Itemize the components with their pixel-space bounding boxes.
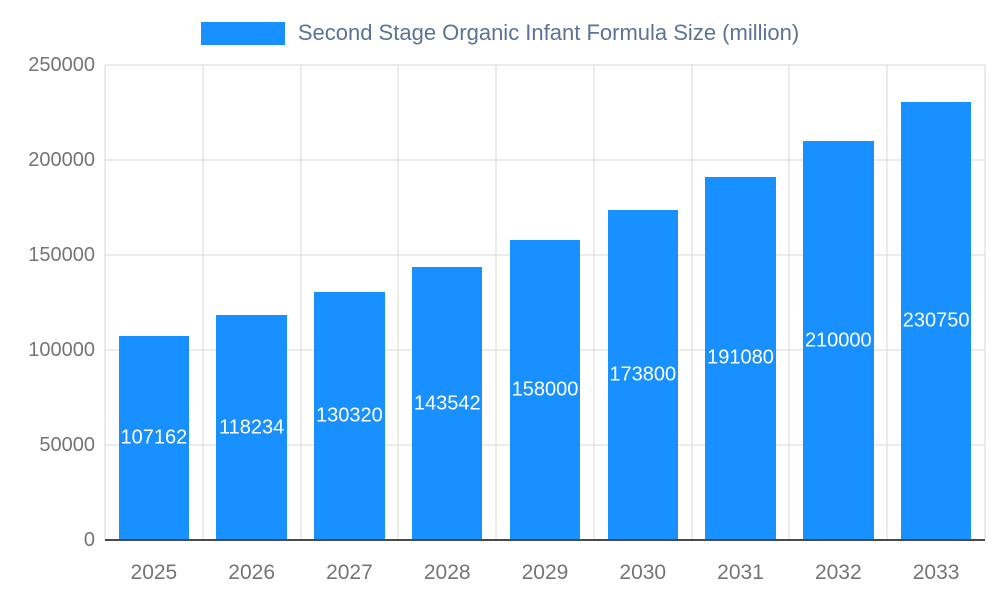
bar-2033: 230750 (900, 101, 972, 540)
h-gridline (105, 64, 985, 66)
bar-value-label: 210000 (804, 329, 872, 351)
bar-value-label: 130320 (316, 404, 383, 427)
y-tick-label: 250000 (28, 54, 95, 76)
bar-value-label: 158000 (511, 378, 579, 401)
y-axis: 0 50000 100000 150000 200000 250000 (0, 55, 95, 550)
bar-slot-2033: 230750 (887, 65, 985, 540)
plot-area: 107162 118234 130320 143542 158000 173800 1910… (104, 64, 986, 541)
x-axis: 2025 2026 2027 2028 2029 2030 2031 2032 2033 (105, 560, 985, 592)
bar-value-label: 118234 (219, 416, 285, 439)
bar-2031: 191080 (705, 176, 776, 540)
bar-value-label: 230750 (902, 309, 970, 332)
bar-2028: 143542 (412, 267, 483, 540)
bar-slot-2026: 118234 (203, 65, 301, 540)
x-tick-label: 2030 (619, 561, 667, 584)
v-gridline (691, 65, 693, 540)
bar-2029: 158000 (509, 239, 581, 540)
v-gridline (984, 65, 986, 540)
chart-title: Second Stage Organic Infant Formula Size… (297, 20, 800, 45)
chart-legend: Second Stage Organic Infant Formula Size… (0, 20, 1000, 46)
x-tick-label: 2025 (130, 561, 178, 584)
bar-slot-2030: 173800 (594, 65, 692, 540)
bar-2026: 118234 (216, 315, 287, 540)
bar-slot-2031: 191080 (692, 65, 790, 540)
y-tick-label: 100000 (28, 339, 95, 361)
v-gridline (397, 65, 399, 540)
x-axis-baseline (105, 539, 985, 541)
x-tick-label: 2027 (326, 561, 373, 584)
bar-slot-2025: 107162 (105, 65, 203, 540)
y-tick-label: 0 (83, 529, 95, 551)
y-tick-label: 50000 (39, 434, 95, 456)
h-gridline (105, 159, 985, 161)
bar-value-label: 173800 (609, 363, 677, 386)
v-gridline (300, 65, 302, 540)
v-gridline (495, 65, 497, 540)
bar-2027: 130320 (314, 292, 385, 540)
v-gridline (788, 65, 790, 540)
bar-slot-2028: 143542 (398, 65, 496, 540)
bar-2025: 107162 (118, 336, 190, 540)
bar-slot-2029: 158000 (496, 65, 594, 540)
bar-value-label: 191080 (707, 346, 774, 369)
bar-value-label: 143542 (413, 392, 481, 415)
bar-2030: 173800 (607, 209, 678, 540)
bar-slot-2032: 210000 (789, 65, 887, 540)
x-tick-label: 2026 (228, 561, 275, 584)
x-tick-label: 2029 (521, 561, 569, 584)
y-tick-label: 200000 (28, 149, 95, 171)
bar-value-label: 107162 (120, 426, 188, 449)
x-tick-label: 2028 (423, 561, 471, 584)
legend-swatch (200, 21, 285, 45)
y-tick-label: 150000 (28, 244, 95, 266)
x-tick-label: 2031 (717, 561, 764, 584)
v-gridline (104, 65, 106, 540)
bar-slot-2027: 130320 (301, 65, 399, 540)
bar-2032: 210000 (803, 141, 874, 540)
v-gridline (202, 65, 204, 540)
x-tick-label: 2033 (912, 561, 960, 584)
v-gridline (886, 65, 888, 540)
x-tick-label: 2032 (814, 561, 862, 584)
v-gridline (593, 65, 595, 540)
